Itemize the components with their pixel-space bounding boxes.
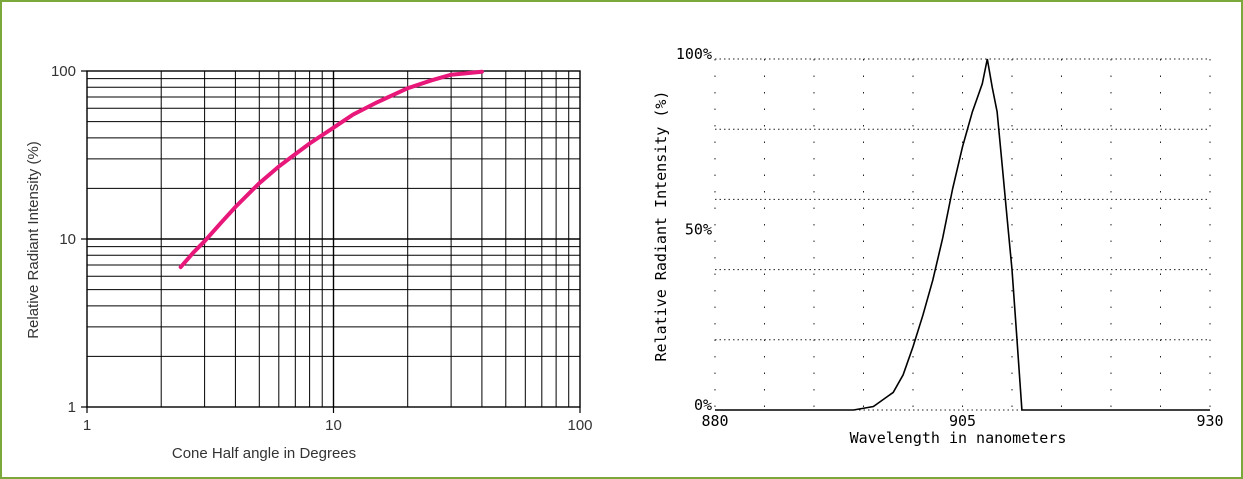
left-x-axis-label: Cone Half angle in Degrees [172, 445, 356, 462]
right-grid [714, 58, 1211, 411]
left-grid [87, 71, 580, 407]
right-x-tick-label: 905 [949, 412, 976, 430]
left-y-tick-label: 10 [59, 231, 76, 248]
right-ticks: 880 905 930 0% 50% 100% [676, 45, 1224, 430]
right-y-axis-label: Relative Radiant Intensity (%) [652, 91, 670, 362]
left-x-tick-label: 1 [83, 417, 91, 434]
left-y-axis-label: Relative Radiant Intensity (%) [25, 141, 42, 339]
left-x-tick-label: 100 [567, 417, 592, 434]
left-y-tick-label: 100 [51, 63, 76, 80]
left-series-line [178, 69, 484, 270]
left-ticks: 1 10 100 1 10 100 [51, 63, 593, 434]
left-y-tick-label: 1 [68, 399, 76, 416]
spectrum-chart: 880 905 930 0% 50% 100% Wavelength in nanomet… [652, 45, 1224, 447]
right-series-line [715, 58, 1210, 411]
right-x-tick-label: 880 [701, 412, 728, 430]
left-x-tick-label: 10 [325, 417, 342, 434]
right-y-tick-label: 100% [676, 45, 712, 63]
right-x-axis-label: Wavelength in nanometers [850, 429, 1067, 447]
right-y-tick-label: 50% [685, 221, 712, 239]
right-y-tick-label: 0% [694, 396, 712, 414]
right-x-tick-label: 930 [1196, 412, 1223, 430]
